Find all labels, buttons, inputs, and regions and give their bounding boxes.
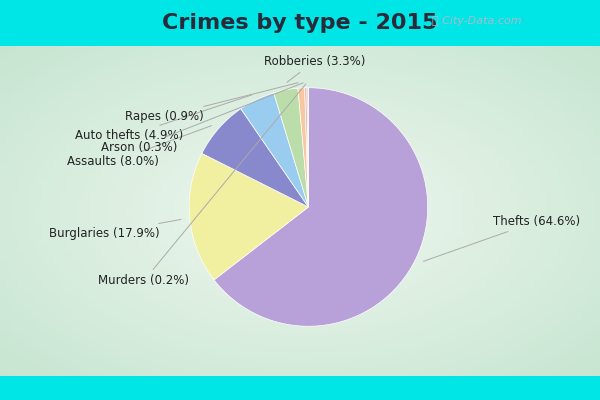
Text: Burglaries (17.9%): Burglaries (17.9%) bbox=[49, 220, 181, 240]
Text: Robberies (3.3%): Robberies (3.3%) bbox=[263, 55, 365, 82]
Text: Thefts (64.6%): Thefts (64.6%) bbox=[424, 215, 580, 261]
Text: Arson (0.3%): Arson (0.3%) bbox=[101, 83, 303, 154]
Wedge shape bbox=[189, 154, 308, 280]
Text: Auto thefts (4.9%): Auto thefts (4.9%) bbox=[75, 95, 251, 142]
Wedge shape bbox=[202, 109, 308, 207]
Wedge shape bbox=[274, 88, 308, 207]
Wedge shape bbox=[305, 88, 308, 207]
Text: Rapes (0.9%): Rapes (0.9%) bbox=[125, 83, 298, 123]
Wedge shape bbox=[214, 88, 428, 326]
Text: Murders (0.2%): Murders (0.2%) bbox=[98, 84, 306, 288]
Text: Assaults (8.0%): Assaults (8.0%) bbox=[67, 126, 211, 168]
Text: ⓘ City-Data.com: ⓘ City-Data.com bbox=[432, 16, 521, 26]
Wedge shape bbox=[307, 88, 308, 207]
Wedge shape bbox=[298, 88, 308, 207]
Text: Crimes by type - 2015: Crimes by type - 2015 bbox=[163, 13, 437, 33]
Wedge shape bbox=[241, 93, 308, 207]
